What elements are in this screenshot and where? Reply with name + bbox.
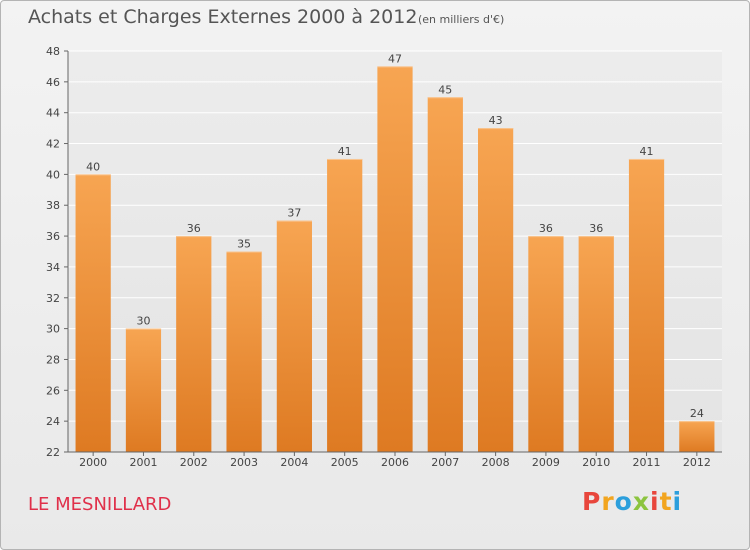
x-tick-label: 2010	[582, 456, 610, 469]
x-tick-label: 2009	[532, 456, 560, 469]
logo-letter: x	[632, 487, 650, 516]
y-tick-label: 36	[46, 230, 60, 243]
data-label: 36	[187, 222, 201, 235]
y-tick-label: 26	[46, 384, 60, 397]
y-tick-label: 28	[46, 353, 60, 366]
data-label: 43	[489, 114, 503, 127]
data-label: 30	[136, 315, 150, 328]
data-label: 45	[438, 83, 452, 96]
logo-letter: r	[601, 487, 615, 516]
data-label: 41	[338, 145, 352, 158]
y-tick-label: 46	[46, 76, 60, 89]
x-tick-label: 2001	[129, 456, 157, 469]
y-tick-label: 42	[46, 138, 60, 151]
bar	[528, 236, 564, 452]
data-label: 40	[86, 160, 100, 173]
x-tick-label: 2011	[633, 456, 661, 469]
x-tick-label: 2006	[381, 456, 409, 469]
bar	[176, 236, 212, 452]
x-tick-label: 2002	[180, 456, 208, 469]
y-tick-label: 48	[46, 45, 60, 58]
y-tick-label: 22	[46, 446, 60, 459]
bar	[377, 66, 413, 452]
bar	[427, 97, 463, 453]
data-label: 36	[539, 222, 553, 235]
data-label: 35	[237, 238, 251, 251]
bar	[327, 158, 363, 452]
y-tick-label: 44	[46, 107, 60, 120]
proxiti-logo: Proxiti	[582, 487, 682, 516]
bar	[679, 421, 715, 452]
bar	[226, 251, 262, 452]
x-tick-label: 2000	[79, 456, 107, 469]
y-tick-label: 38	[46, 199, 60, 212]
x-tick-label: 2004	[280, 456, 308, 469]
data-label: 41	[640, 145, 654, 158]
y-tick-label: 34	[46, 261, 60, 274]
x-tick-label: 2005	[331, 456, 359, 469]
bar	[125, 328, 162, 452]
logo-letter: o	[614, 487, 633, 516]
logo-letter: t	[659, 487, 673, 516]
data-label: 36	[589, 222, 603, 235]
logo-letter: i	[672, 487, 683, 516]
y-tick-label: 30	[46, 323, 60, 336]
chart-title: Achats et Charges Externes 2000 à 2012	[28, 6, 418, 28]
y-tick-label: 40	[46, 168, 60, 181]
x-tick-label: 2008	[482, 456, 510, 469]
y-tick-label: 32	[46, 292, 60, 305]
x-tick-label: 2012	[683, 456, 711, 469]
x-tick-label: 2003	[230, 456, 258, 469]
bar	[578, 236, 614, 452]
x-tick-label: 2007	[431, 456, 459, 469]
chart-subtitle: (en milliers d'€)	[418, 13, 505, 26]
bar	[276, 220, 312, 452]
city-name: LE MESNILLARD	[28, 494, 172, 515]
y-tick-label: 24	[46, 415, 60, 428]
data-label: 24	[690, 407, 704, 420]
bar	[628, 158, 665, 452]
bar	[478, 128, 514, 452]
bar	[75, 174, 111, 452]
data-label: 47	[388, 52, 402, 65]
data-label: 37	[287, 207, 301, 220]
logo-letter: P	[582, 487, 602, 516]
logo-letter: i	[650, 487, 660, 516]
